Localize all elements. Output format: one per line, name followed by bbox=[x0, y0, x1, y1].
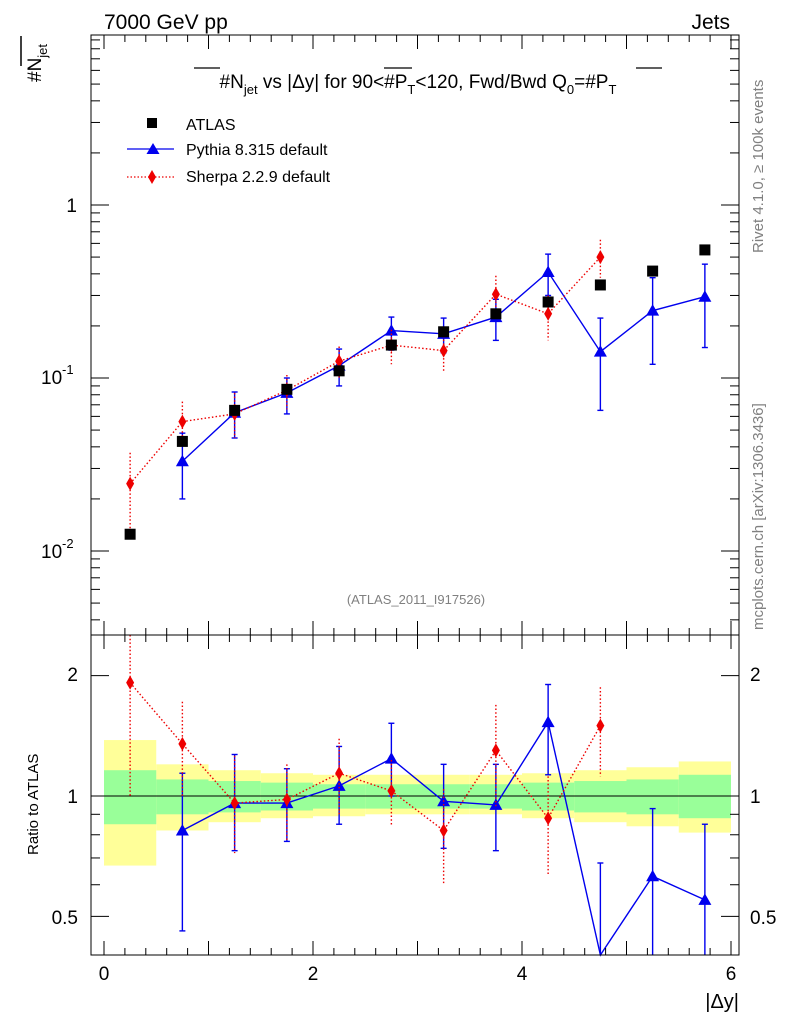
ratio-bands bbox=[104, 740, 731, 866]
ratio-pythia-point bbox=[541, 715, 555, 728]
legend-atlas-label: ATLAS bbox=[186, 117, 236, 134]
main-ylabel-sub: jet bbox=[35, 44, 50, 59]
ratio-sherpa-point bbox=[596, 718, 605, 733]
main-sherpa-point bbox=[335, 354, 344, 369]
ratio-band-inner bbox=[104, 770, 157, 825]
legend-pythia-marker bbox=[146, 143, 160, 154]
main-atlas-point bbox=[594, 279, 606, 291]
ratio-ticks bbox=[91, 635, 739, 955]
ratio-sherpa-point bbox=[387, 783, 396, 798]
xtick-label-4: 4 bbox=[517, 964, 528, 985]
main-atlas-point bbox=[176, 435, 188, 447]
ratio-sherpa-point bbox=[178, 736, 187, 751]
legend-pythia-label: Pythia 8.315 default bbox=[186, 142, 328, 159]
ratio-sherpa-point bbox=[335, 766, 344, 781]
svg-text:#Njet: #Njet bbox=[25, 44, 50, 82]
ratio-ytick-label-2: 2 bbox=[67, 665, 78, 686]
ratio-band-inner bbox=[574, 781, 627, 813]
legend-sherpa-label: Sherpa 2.2.9 default bbox=[186, 169, 331, 186]
ratio-ytick-label-0.5: 0.5 bbox=[52, 908, 78, 929]
main-ytick-label-1: 1 bbox=[66, 196, 77, 217]
mcplots-label: mcplots.cern.ch [arXiv:1306.3436] bbox=[750, 403, 767, 630]
main-pythia-point bbox=[593, 345, 607, 357]
main-atlas-series bbox=[124, 244, 711, 540]
main-atlas-point bbox=[542, 296, 554, 308]
ratio-sherpa-point bbox=[282, 792, 291, 807]
ratio-pythia-point bbox=[175, 823, 189, 836]
ratio-sherpa-point bbox=[439, 823, 448, 838]
header-right: Jets bbox=[691, 11, 730, 34]
main-sherpa-point bbox=[178, 414, 187, 429]
ratio-sherpa-line bbox=[129, 682, 602, 832]
ratio-plot-frame bbox=[90, 634, 740, 956]
legend-sherpa-marker bbox=[148, 170, 156, 184]
ratio-sherpa-point bbox=[491, 743, 500, 758]
main-sherpa-point bbox=[491, 287, 500, 302]
main-pythia-point bbox=[646, 304, 660, 316]
main-atlas-point bbox=[229, 404, 241, 416]
main-sherpa-point bbox=[126, 476, 135, 491]
main-pythia-point bbox=[541, 265, 555, 277]
ratio-sherpa-point bbox=[126, 675, 135, 690]
ratio-pythia-point bbox=[384, 752, 398, 764]
main-ytick-exp: -1 bbox=[62, 362, 74, 377]
xtick-label-2: 2 bbox=[308, 964, 319, 985]
main-title: #Njet vs |Δy| for 90<#PT<120, Fwd/Bwd Q0… bbox=[220, 72, 617, 97]
main-ytick-base: 10 bbox=[41, 368, 62, 389]
main-sherpa-point bbox=[544, 306, 553, 321]
x-axis-label: |Δy| bbox=[705, 991, 739, 1013]
main-sherpa-series bbox=[126, 239, 605, 532]
ratio-pythia-point bbox=[332, 779, 346, 791]
ratio-ylabel: Ratio to ATLAS bbox=[25, 754, 42, 855]
xtick-label-0: 0 bbox=[99, 964, 110, 985]
main-ylabel-text: #N bbox=[25, 58, 46, 82]
header-left: 7000 GeV pp bbox=[104, 11, 228, 34]
main-atlas-point bbox=[647, 265, 659, 277]
main-ytick-label-0.01: 10 -2 bbox=[41, 536, 74, 563]
ratio-sherpa-series bbox=[126, 635, 605, 885]
main-sherpa-line bbox=[129, 256, 601, 485]
main-pythia-series bbox=[175, 253, 712, 500]
main-atlas-point bbox=[490, 308, 502, 320]
main-atlas-point bbox=[124, 528, 136, 540]
ratio-ytick-label-right-1: 1 bbox=[750, 787, 761, 808]
main-ylabel: #Njet bbox=[20, 36, 50, 82]
ratio-pythia-point bbox=[646, 869, 660, 882]
main-atlas-point bbox=[333, 365, 345, 377]
main-sherpa-point bbox=[596, 250, 605, 265]
ratio-pythia-point bbox=[489, 798, 503, 810]
main-ytick-label-0.1: 10 -1 bbox=[41, 362, 74, 389]
legend: ATLAS Pythia 8.315 default Sherpa 2.2.9 … bbox=[127, 117, 331, 186]
main-atlas-point bbox=[699, 244, 711, 256]
xtick-label-6: 6 bbox=[726, 964, 737, 985]
ratio-sherpa-point bbox=[544, 811, 553, 826]
ratio-ytick-label-right-2: 2 bbox=[750, 665, 761, 686]
main-atlas-point bbox=[385, 339, 397, 351]
legend-atlas-marker bbox=[147, 118, 157, 128]
main-ticks bbox=[91, 35, 739, 635]
ratio-ytick-label-1: 1 bbox=[67, 787, 78, 808]
main-ytick-base: 10 bbox=[41, 542, 62, 563]
ratio-pythia-series bbox=[175, 683, 712, 957]
rivet-label: Rivet 4.1.0, ≥ 100k events bbox=[750, 80, 767, 253]
ratio-pythia-point bbox=[698, 893, 712, 905]
main-atlas-point bbox=[438, 326, 450, 338]
ratio-ytick-label-right-0.5: 0.5 bbox=[750, 908, 776, 929]
ratio-sherpa-point bbox=[230, 796, 239, 811]
main-atlas-point bbox=[281, 383, 293, 395]
main-pythia-point bbox=[175, 454, 189, 467]
main-ytick-exp: -2 bbox=[62, 536, 74, 551]
analysis-watermark: (ATLAS_2011_I917526) bbox=[347, 592, 485, 607]
main-sherpa-point bbox=[439, 343, 448, 358]
main-pythia-point bbox=[698, 290, 712, 302]
